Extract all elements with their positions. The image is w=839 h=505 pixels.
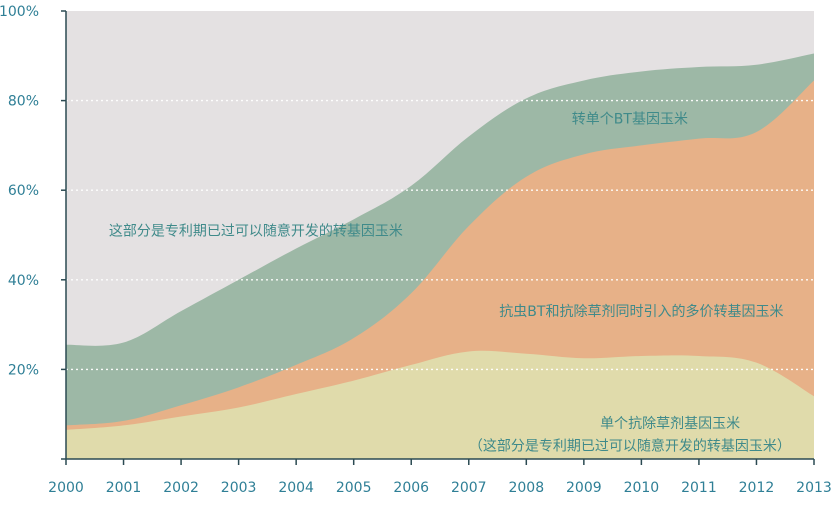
y-tick-label: 60% (8, 183, 39, 199)
x-tick-label: 2007 (451, 480, 487, 496)
y-tick-label: 40% (8, 273, 39, 289)
y-tick-label: 80% (8, 94, 39, 110)
x-tick-label: 2004 (278, 480, 314, 496)
annotation-label: 转单个BT基因玉米 (572, 111, 688, 128)
x-tick-label: 2011 (681, 480, 717, 496)
x-tick-label: 2006 (393, 480, 429, 496)
x-tick-label: 2002 (163, 480, 199, 496)
x-tick-label: 2009 (566, 480, 602, 496)
x-tick-label: 2008 (508, 480, 544, 496)
x-tick-label: 2005 (336, 480, 372, 496)
y-tick-label: 100% (0, 4, 39, 20)
series-area-0 (66, 350, 814, 459)
annotation-label: （这部分是专利期已过可以随意开发的转基因玉米） (469, 438, 791, 455)
y-tick-label: 20% (8, 362, 39, 378)
x-tick-label: 2013 (796, 480, 832, 496)
x-tick-label: 2000 (48, 480, 84, 496)
x-tick-label: 2010 (624, 480, 660, 496)
annotation-label: 这部分是专利期已过可以随意开发的转基因玉米 (109, 223, 403, 240)
x-tick-label: 2001 (106, 480, 142, 496)
annotation-label: 单个抗除草剂基因玉米 (600, 415, 740, 432)
x-tick-label: 2003 (221, 480, 257, 496)
x-tick-label: 2012 (739, 480, 775, 496)
annotation-label: 抗虫BT和抗除草剂同时引入的多价转基因玉米 (499, 303, 783, 320)
